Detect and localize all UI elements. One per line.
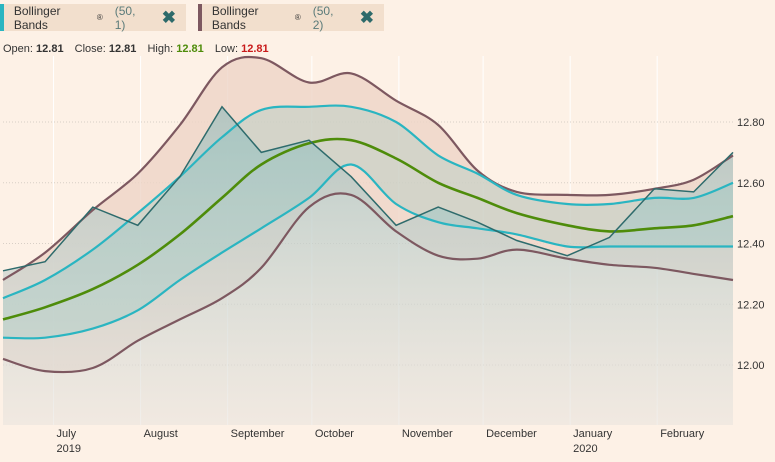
y-tick-label: 12.20 xyxy=(737,299,765,311)
open-label: Open: xyxy=(3,43,33,55)
x-tick-year: 2019 xyxy=(57,443,81,455)
y-tick-label: 12.80 xyxy=(737,117,765,129)
indicator-swatch xyxy=(198,4,202,31)
remove-indicator-icon[interactable]: ✖ xyxy=(161,7,176,27)
x-tick-label: August xyxy=(144,428,178,440)
indicator-swatch xyxy=(0,4,4,31)
upper-band-1sd-line xyxy=(2,104,734,300)
y-tick-label: 12.40 xyxy=(737,239,765,251)
indicator-params: (50, 1) xyxy=(114,3,136,32)
y-tick-label: 12.00 xyxy=(737,360,765,372)
price-line xyxy=(2,105,734,272)
low-label: Low: xyxy=(214,43,239,55)
y-tick-label: 12.60 xyxy=(737,178,765,190)
x-tick-label: October xyxy=(315,428,354,440)
indicator-name: Bollinger Bands xyxy=(13,3,61,32)
indicator-name: Bollinger Bands xyxy=(211,3,259,32)
low-value: 12.81 xyxy=(241,43,269,55)
x-tick-label: November xyxy=(402,428,453,440)
x-tick-label: September xyxy=(231,428,285,440)
x-tick-label: December xyxy=(486,428,537,440)
remove-indicator-icon[interactable]: ✖ xyxy=(359,7,374,27)
x-tick-year: 2020 xyxy=(573,443,597,455)
open-value: 12.81 xyxy=(36,43,64,55)
lower-band-1sd-line xyxy=(2,163,733,340)
indicator-bar: Bollinger Bands ® (50, 1) ✖ Bollinger Ban… xyxy=(0,0,775,36)
price-area-fill xyxy=(3,106,733,426)
band-1sd-fill xyxy=(3,105,733,339)
lower-band-2sd-line xyxy=(2,192,734,374)
x-tick-label: February xyxy=(660,428,705,440)
high-value: 12.81 xyxy=(176,43,204,55)
x-tick-label: July xyxy=(57,428,77,440)
close-label: Close: xyxy=(74,43,106,55)
close-value: 12.81 xyxy=(108,43,137,55)
high-label: High: xyxy=(147,43,174,55)
x-tick-label: January xyxy=(573,428,613,440)
upper-band-2sd-line xyxy=(2,55,734,281)
indicator-params: (50, 2) xyxy=(312,3,334,32)
middle-band-line xyxy=(2,137,734,321)
ohlc-readout: Open: 12.81 Close: 12.81 High: 12.81 Low… xyxy=(3,43,269,55)
indicator-chip-bb-1[interactable]: Bollinger Bands ® (50, 1) ✖ xyxy=(0,3,186,32)
indicator-chip-bb-2[interactable]: Bollinger Bands ® (50, 2) ✖ xyxy=(198,3,384,32)
